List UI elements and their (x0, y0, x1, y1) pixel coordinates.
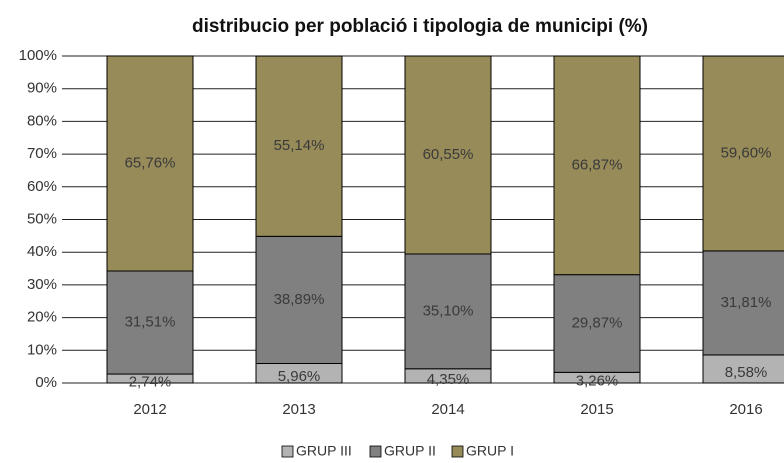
bar-segment (553, 274, 641, 373)
legend-swatch (369, 445, 382, 458)
legend-swatch (451, 445, 464, 458)
y-tick-label: 20% (27, 309, 57, 326)
value-label: 8,58% (725, 364, 768, 381)
value-label: 31,51% (125, 313, 176, 330)
x-tick-label: 2012 (133, 401, 166, 418)
legend-label: GRUP II (384, 443, 436, 459)
bar-segment (702, 354, 784, 384)
value-label: 66,87% (572, 156, 623, 173)
y-tick-label: 60% (27, 178, 57, 195)
legend-swatch (281, 445, 294, 458)
bar-segment (404, 253, 492, 370)
y-tick-label: 100% (19, 47, 57, 64)
value-label: 59,60% (721, 144, 772, 161)
value-label: 35,10% (423, 302, 474, 319)
value-label: 60,55% (423, 146, 474, 163)
x-tick-label: 2013 (282, 401, 315, 418)
bar-segment (702, 55, 784, 252)
bar-segment (255, 235, 343, 365)
y-tick-label: 0% (35, 374, 57, 391)
value-label: 3,26% (576, 373, 619, 390)
y-tick-label: 80% (27, 112, 57, 129)
value-label: 29,87% (572, 314, 623, 331)
y-tick-label: 30% (27, 276, 57, 293)
y-tick-label: 50% (27, 210, 57, 227)
bar-segment (255, 55, 343, 237)
bar-segment (106, 270, 194, 375)
value-label: 65,76% (125, 154, 176, 171)
x-tick-label: 2016 (729, 401, 762, 418)
value-label: 31,81% (721, 294, 772, 311)
bar-segment (553, 55, 641, 276)
value-label: 4,35% (427, 371, 470, 388)
y-tick-label: 40% (27, 243, 57, 260)
bar-segment (106, 55, 194, 272)
legend-label: GRUP III (296, 443, 352, 459)
value-label: 2,74% (129, 373, 172, 390)
legend-label: GRUP I (466, 443, 514, 459)
y-tick-label: 90% (27, 80, 57, 97)
chart-title: distribucio per població i tipologia de … (192, 16, 648, 37)
x-tick-label: 2015 (580, 401, 613, 418)
y-tick-label: 70% (27, 145, 57, 162)
x-tick-label: 2014 (431, 401, 464, 418)
bar-segment (404, 55, 492, 255)
bar-segment (702, 250, 784, 356)
value-label: 55,14% (274, 137, 325, 154)
value-label: 5,96% (278, 368, 321, 385)
y-tick-label: 10% (27, 341, 57, 358)
value-label: 38,89% (274, 291, 325, 308)
